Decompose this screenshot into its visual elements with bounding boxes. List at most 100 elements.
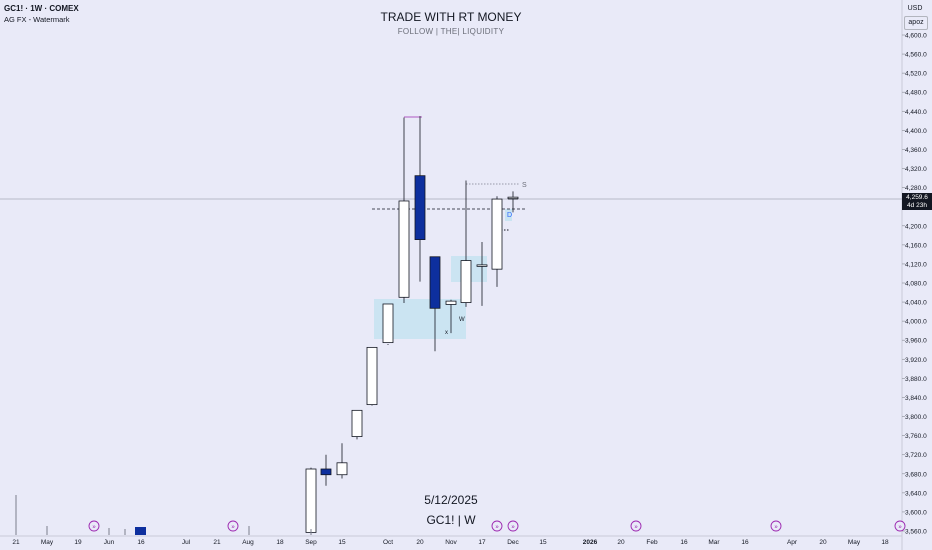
time-tick-label: Apr bbox=[787, 539, 798, 546]
price-tick-label: 4,040.0 bbox=[905, 300, 927, 307]
watermark-indicator-label[interactable]: AG FX - Watermark bbox=[4, 15, 70, 24]
price-tick-label: 4,000.0 bbox=[905, 319, 927, 326]
price-tick-label: 3,560.0 bbox=[905, 529, 927, 536]
candle-bullish bbox=[366, 346, 378, 406]
price-tick-label: 3,800.0 bbox=[905, 414, 927, 421]
candle-bullish bbox=[382, 303, 394, 344]
chart-title: TRADE WITH RT MONEY bbox=[380, 10, 522, 24]
volume-series bbox=[15, 495, 312, 535]
event-icon[interactable] bbox=[507, 520, 519, 532]
label-w: W bbox=[459, 317, 465, 323]
event-icon[interactable] bbox=[491, 520, 503, 532]
price-tick-label: 3,840.0 bbox=[905, 395, 927, 402]
candle-bullish bbox=[351, 409, 363, 437]
time-tick-label: 16 bbox=[680, 539, 688, 546]
price-tick-label: 4,400.0 bbox=[905, 128, 927, 135]
chart-subtitle: FOLLOW | THE| LIQUIDITY bbox=[397, 27, 505, 36]
event-icon-glyph: » bbox=[511, 525, 515, 531]
label-d: D bbox=[507, 212, 512, 219]
currency-label[interactable]: USD bbox=[907, 5, 923, 12]
price-tick-label: 4,280.0 bbox=[905, 185, 927, 192]
price-tick-label: 4,360.0 bbox=[905, 147, 927, 154]
time-tick-label: 16 bbox=[741, 539, 749, 546]
time-tick-label: 20 bbox=[819, 539, 827, 546]
price-tick-label: 4,080.0 bbox=[905, 281, 927, 288]
event-icon[interactable] bbox=[894, 520, 906, 532]
price-tick-label: 4,200.0 bbox=[905, 223, 927, 230]
candle-bullish bbox=[445, 300, 457, 305]
price-tick-label: 4,120.0 bbox=[905, 261, 927, 268]
time-tick-label: 2026 bbox=[583, 539, 598, 546]
event-icon[interactable] bbox=[770, 520, 782, 532]
time-tick-label: Jul bbox=[182, 539, 191, 546]
price-tick-label: 3,640.0 bbox=[905, 490, 927, 497]
time-axis: 21 May 19 Jun 16 Jul 21 Aug 18 Sep 15 Oct 20 Nov 17 Dec… bbox=[12, 539, 889, 546]
label-s: S bbox=[522, 182, 527, 189]
candle-bullish bbox=[476, 264, 488, 267]
event-icon[interactable] bbox=[88, 520, 100, 532]
price-tick-label: 3,880.0 bbox=[905, 376, 927, 383]
event-icon-glyph: » bbox=[92, 525, 96, 531]
candle-bearish bbox=[320, 468, 332, 476]
user-badge[interactable]: apoz bbox=[904, 16, 928, 30]
candle-bullish bbox=[507, 196, 519, 200]
price-tick-label: 3,600.0 bbox=[905, 509, 927, 516]
candle-bearish bbox=[429, 256, 441, 309]
time-tick-label: Nov bbox=[445, 539, 457, 546]
time-tick-label: Oct bbox=[383, 539, 393, 546]
time-tick-label: 17 bbox=[478, 539, 486, 546]
last-price-value: 4,259.6 bbox=[906, 194, 928, 201]
volume-bar bbox=[310, 529, 312, 535]
watermark-date: 5/12/2025 bbox=[424, 493, 478, 507]
time-tick-label: 21 bbox=[12, 539, 20, 546]
zone-d bbox=[505, 209, 512, 221]
volume-bar bbox=[124, 529, 126, 535]
price-tick-label: 3,960.0 bbox=[905, 338, 927, 345]
event-icon[interactable] bbox=[630, 520, 642, 532]
time-tick-label: 21 bbox=[213, 539, 221, 546]
symbol-info[interactable]: GC1! · 1W · COMEX bbox=[4, 4, 79, 13]
time-tick-label: Jun bbox=[104, 539, 115, 546]
time-tick-label: Sep bbox=[305, 539, 317, 546]
price-axis: 3,560.0 3,600.0 3,640.0 3,680.0 3,720.0 3,760… bbox=[902, 33, 927, 536]
watermark-ticker: GC1! | W bbox=[426, 513, 476, 527]
candle-series bbox=[305, 116, 519, 533]
event-icon-glyph: » bbox=[898, 525, 902, 531]
price-tick-label: 4,560.0 bbox=[905, 52, 927, 59]
candle-bullish bbox=[336, 462, 348, 476]
volume-bar-highlight bbox=[135, 527, 146, 535]
candle-bullish bbox=[491, 198, 503, 270]
event-icon[interactable] bbox=[227, 520, 239, 532]
price-tick-label: 4,520.0 bbox=[905, 71, 927, 78]
event-icon-glyph: » bbox=[774, 525, 778, 531]
time-tick-label: Dec bbox=[507, 539, 519, 546]
event-icon-glyph: » bbox=[634, 525, 638, 531]
candle-bullish bbox=[398, 200, 410, 298]
price-tick-label: 4,160.0 bbox=[905, 242, 927, 249]
price-tick-label: 3,720.0 bbox=[905, 452, 927, 459]
price-tick-label: 4,320.0 bbox=[905, 166, 927, 173]
price-tick-label: 3,920.0 bbox=[905, 357, 927, 364]
time-tick-label: 18 bbox=[881, 539, 889, 546]
time-tick-label: 19 bbox=[74, 539, 82, 546]
time-tick-label: Feb bbox=[646, 539, 658, 546]
time-tick-label: 15 bbox=[539, 539, 547, 546]
price-tick-label: 4,440.0 bbox=[905, 109, 927, 116]
volume-bar bbox=[15, 495, 17, 535]
time-tick-label: May bbox=[848, 539, 861, 546]
price-tick-label: 4,600.0 bbox=[905, 33, 927, 40]
event-icon-glyph: » bbox=[231, 525, 235, 531]
bar-countdown: 4d 23h bbox=[907, 202, 927, 209]
last-price-tag: 4,259.6 4d 23h bbox=[902, 193, 932, 210]
candle-bullish bbox=[460, 260, 472, 303]
time-tick-label: Aug bbox=[242, 539, 254, 546]
time-tick-label: 18 bbox=[276, 539, 284, 546]
time-tick-label: 15 bbox=[338, 539, 346, 546]
volume-bar bbox=[248, 526, 250, 535]
volume-bar bbox=[108, 528, 110, 535]
time-tick-label: 20 bbox=[416, 539, 424, 546]
event-markers: » » » » » » » bbox=[88, 520, 906, 532]
price-tick-label: 3,760.0 bbox=[905, 433, 927, 440]
price-tick-label: 3,680.0 bbox=[905, 471, 927, 478]
